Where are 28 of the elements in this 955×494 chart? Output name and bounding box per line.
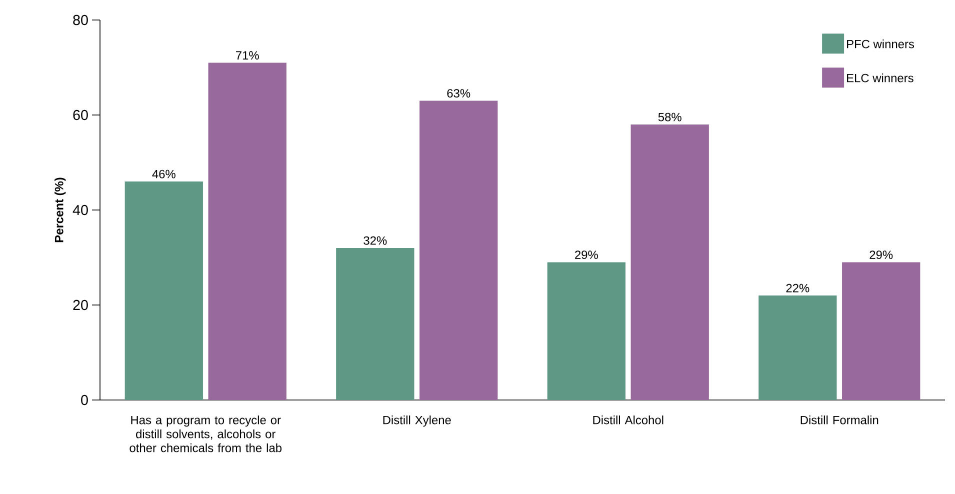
y-tick-label: 60 [73,110,88,120]
bar [124,182,203,400]
x-tick-label: Has a program to recycle or distill solvents, alcohols or other chemicals from the lab [130,416,282,452]
data-label: 71% [236,51,259,60]
x-tick-label: Distill Formalin [800,416,878,424]
x-tick-label: Distill Alcohol [593,416,664,424]
data-label: 58% [658,112,682,122]
x-tick-label: Distill Xylene [383,416,451,427]
bar [758,296,837,400]
y-axis-title: Percent (%) [54,178,66,242]
data-label: 22% [786,284,810,292]
bar [208,62,286,400]
legend-label: PFC winners [847,40,914,48]
data-label: 46% [152,170,176,178]
bar [547,262,626,400]
bar [336,248,414,400]
y-tick-label: 0 [81,394,88,406]
legend-label: ELC winners [847,74,914,82]
data-label: 29% [870,250,893,260]
y-tick-label: 40 [72,204,88,216]
bar [420,100,498,400]
bar [630,124,709,400]
bar [842,262,920,400]
data-label: 63% [447,89,470,98]
y-tick-label: 20 [73,300,88,310]
data-label: 29% [575,250,598,260]
data-label: 32% [364,236,387,245]
y-tick-label: 80 [73,14,88,26]
